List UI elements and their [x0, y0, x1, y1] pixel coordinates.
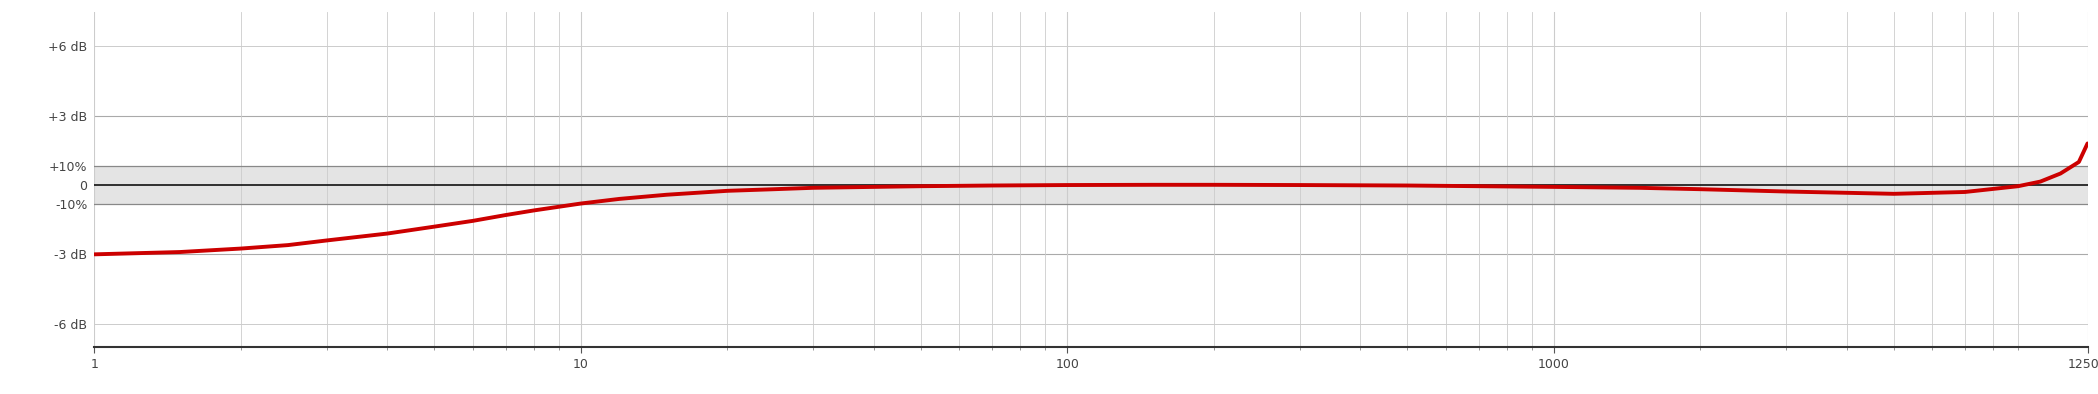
Bar: [94, 166, 2088, 204]
